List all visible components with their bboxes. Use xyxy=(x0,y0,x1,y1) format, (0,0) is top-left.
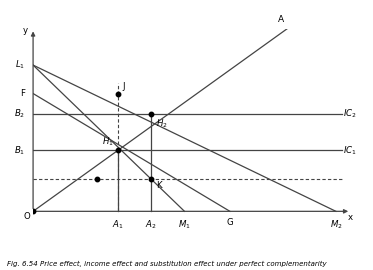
Text: $H_1$: $H_1$ xyxy=(101,136,113,148)
Text: K: K xyxy=(156,181,162,190)
Text: $IC_1$: $IC_1$ xyxy=(344,144,357,157)
Text: y: y xyxy=(23,26,28,35)
Text: $IC_2$: $IC_2$ xyxy=(344,107,357,120)
Text: $L_1$: $L_1$ xyxy=(15,59,25,71)
Text: A: A xyxy=(278,15,285,24)
Text: $B_2$: $B_2$ xyxy=(14,107,25,120)
Text: G: G xyxy=(226,218,233,227)
Text: $B_1$: $B_1$ xyxy=(14,144,25,157)
Text: F: F xyxy=(21,89,25,98)
Text: $H_2$: $H_2$ xyxy=(156,118,167,130)
Text: $M_2$: $M_2$ xyxy=(329,218,342,231)
Text: $A_1$: $A_1$ xyxy=(112,218,124,231)
Text: Fig. 6.54 Price effect, income effect and substitution effect under perfect comp: Fig. 6.54 Price effect, income effect an… xyxy=(7,261,327,267)
Text: $A_2$: $A_2$ xyxy=(145,218,157,231)
Text: J: J xyxy=(122,83,125,92)
Text: $M_1$: $M_1$ xyxy=(178,218,191,231)
Text: x: x xyxy=(348,213,353,222)
Text: O: O xyxy=(23,212,31,221)
